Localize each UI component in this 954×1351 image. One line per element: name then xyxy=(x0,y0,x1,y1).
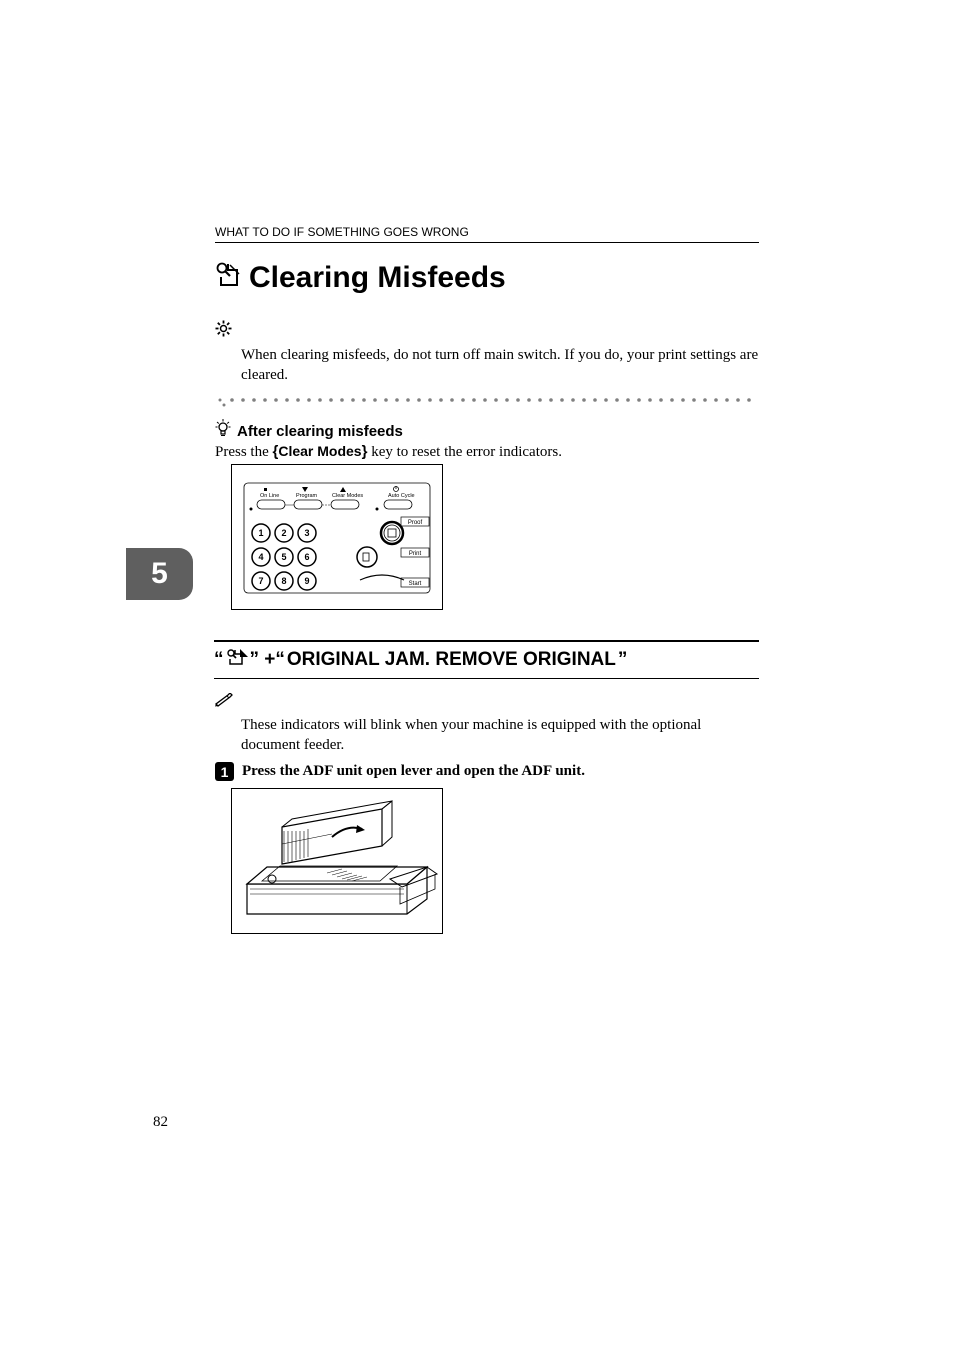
svg-text:Auto Cycle: Auto Cycle xyxy=(388,493,415,499)
section-label: ORIGINAL JAM. REMOVE ORIGINAL xyxy=(287,649,616,671)
step-number-badge: 1 xyxy=(215,762,234,781)
svg-text:Proof: Proof xyxy=(408,520,423,526)
page-number: 82 xyxy=(153,1114,168,1131)
quote-middle: ” +“ xyxy=(250,649,285,671)
svg-text:On Line: On Line xyxy=(260,493,279,499)
header-underline xyxy=(215,242,759,243)
svg-text:3: 3 xyxy=(304,528,309,538)
pencil-icon xyxy=(215,694,233,711)
gear-icon xyxy=(215,324,232,341)
svg-text:4: 4 xyxy=(258,552,263,562)
section-heading: “ ” +“ ORIGINAL JAM. REMOVE ORIGINAL ” xyxy=(214,640,759,679)
hint-heading-text: After clearing misfeeds xyxy=(237,423,403,440)
chapter-tab: 5 xyxy=(126,548,193,600)
svg-text:6: 6 xyxy=(304,552,309,562)
quote-open: “ xyxy=(214,649,224,671)
key-label: Clear Modes xyxy=(278,443,361,459)
section-heading-text: “ ” +“ ORIGINAL JAM. REMOVE ORIGINAL ” xyxy=(214,648,759,672)
jam-arrow-icon xyxy=(226,648,248,672)
press-prefix: Press the xyxy=(215,444,273,460)
section-rule-top xyxy=(214,640,759,642)
svg-text:Print: Print xyxy=(409,551,422,557)
lightbulb-icon xyxy=(215,419,231,443)
note-text: These indicators will blink when your ma… xyxy=(241,716,759,755)
chapter-number: 5 xyxy=(151,557,168,591)
svg-text:1: 1 xyxy=(258,528,263,538)
running-header: WHAT TO DO IF SOMETHING GOES WRONG xyxy=(215,225,469,239)
svg-text:Clear Modes: Clear Modes xyxy=(332,493,363,499)
press-suffix: key to reset the error indicators. xyxy=(367,444,562,460)
page-title: Clearing Misfeeds xyxy=(215,261,506,295)
page-container: WHAT TO DO IF SOMETHING GOES WRONG Clear… xyxy=(0,0,954,1351)
svg-text:2: 2 xyxy=(281,528,286,538)
svg-text:8: 8 xyxy=(281,576,286,586)
misfeed-icon xyxy=(215,261,241,295)
svg-text:5: 5 xyxy=(281,552,286,562)
step-text: Press the ADF unit open lever and open t… xyxy=(242,763,585,780)
adf-figure xyxy=(231,788,443,934)
keypad-figure: On Line Program Clear Modes Auto Cycle xyxy=(231,464,443,610)
important-text: When clearing misfeeds, do not turn off … xyxy=(241,346,759,385)
important-section: When clearing misfeeds, do not turn off … xyxy=(215,320,759,385)
svg-text:9: 9 xyxy=(304,576,309,586)
section-rule-bottom xyxy=(214,678,759,679)
note-section: These indicators will blink when your ma… xyxy=(215,693,759,755)
svg-text:Program: Program xyxy=(296,493,318,499)
dotted-separator: (function(){ const g = document.querySel… xyxy=(218,394,758,402)
press-instruction: Press the {Clear Modes} key to reset the… xyxy=(215,443,562,461)
step-1: 1 Press the ADF unit open lever and open… xyxy=(215,760,759,780)
hint-heading: After clearing misfeeds xyxy=(215,419,403,443)
quote-close: ” xyxy=(618,649,628,671)
page-title-text: Clearing Misfeeds xyxy=(249,261,506,295)
svg-text:7: 7 xyxy=(258,576,263,586)
svg-text:Start: Start xyxy=(409,581,422,587)
